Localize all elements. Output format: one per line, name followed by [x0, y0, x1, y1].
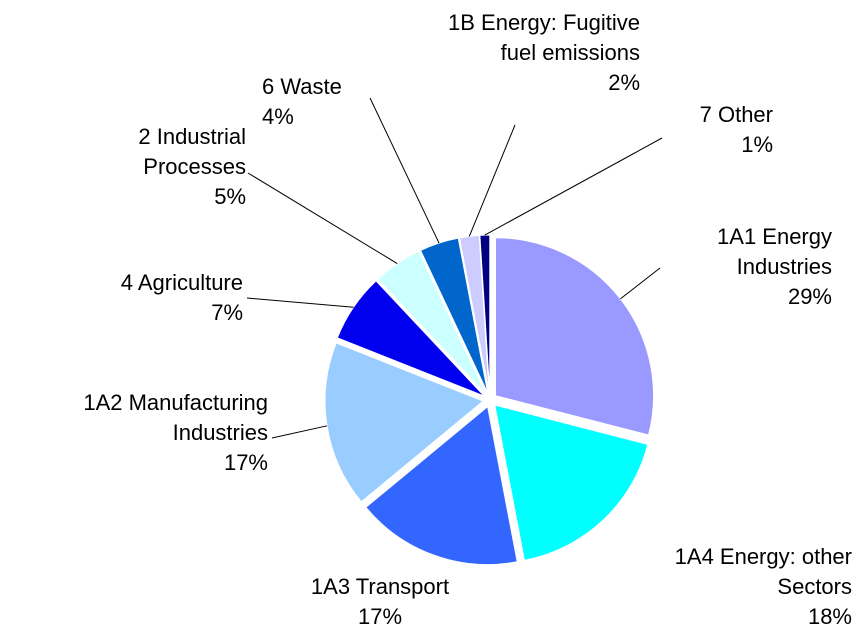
category-label: 1A3 Transport [310, 574, 450, 599]
leader-line [484, 137, 663, 236]
slice-label: 4 Agriculture 7% [121, 268, 243, 328]
category-label: 1A2 Manufacturing Industries [83, 390, 268, 445]
category-label: 7 Other [699, 102, 773, 127]
leader-line [271, 425, 328, 439]
category-label: 1A1 Energy Industries [717, 224, 832, 279]
slice-label: 2 Industrial Processes 5% [138, 122, 246, 212]
leader-line [247, 172, 398, 264]
slice-label: 1B Energy: Fugitive fuel emissions 2% [448, 8, 640, 98]
category-label: 2 Industrial Processes [138, 124, 246, 179]
percent-label: 17% [223, 450, 268, 475]
percent-label: 4% [262, 104, 294, 129]
slice-label: 7 Other 1% [700, 100, 773, 160]
pie-slice [324, 342, 485, 503]
slice-label: 1A4 Energy: other Sectors 18% [675, 542, 852, 632]
category-label: 4 Agriculture [120, 270, 243, 295]
pie-slice [494, 404, 649, 561]
percent-label: 2% [608, 70, 640, 95]
leader-line [246, 297, 354, 308]
pie-slice [495, 237, 655, 436]
leader-line [369, 97, 440, 244]
category-label: 1A4 Energy: other Sectors [674, 544, 852, 599]
category-label: 1B Energy: Fugitive fuel emissions [448, 10, 640, 65]
slice-label: 1A3 Transport 17% [230, 572, 530, 632]
percent-label: 18% [807, 604, 852, 629]
percent-label: 17% [357, 604, 403, 629]
category-label: 6 Waste [262, 74, 342, 99]
slice-label: 1A1 Energy Industries 29% [717, 222, 832, 312]
pie-slice [377, 250, 487, 395]
slice-label: 6 Waste 4% [262, 72, 342, 132]
leader-line [468, 124, 516, 237]
percent-label: 7% [211, 300, 243, 325]
slice-label: 1A2 Manufacturing Industries 17% [83, 388, 268, 478]
percent-label: 29% [787, 284, 832, 309]
percent-label: 1% [741, 132, 773, 157]
percent-label: 5% [214, 184, 246, 209]
pie-slice [336, 280, 485, 397]
pie-slice [419, 237, 489, 394]
pie-slice [458, 234, 490, 394]
leader-line [620, 267, 661, 300]
pie-slice [365, 405, 518, 566]
